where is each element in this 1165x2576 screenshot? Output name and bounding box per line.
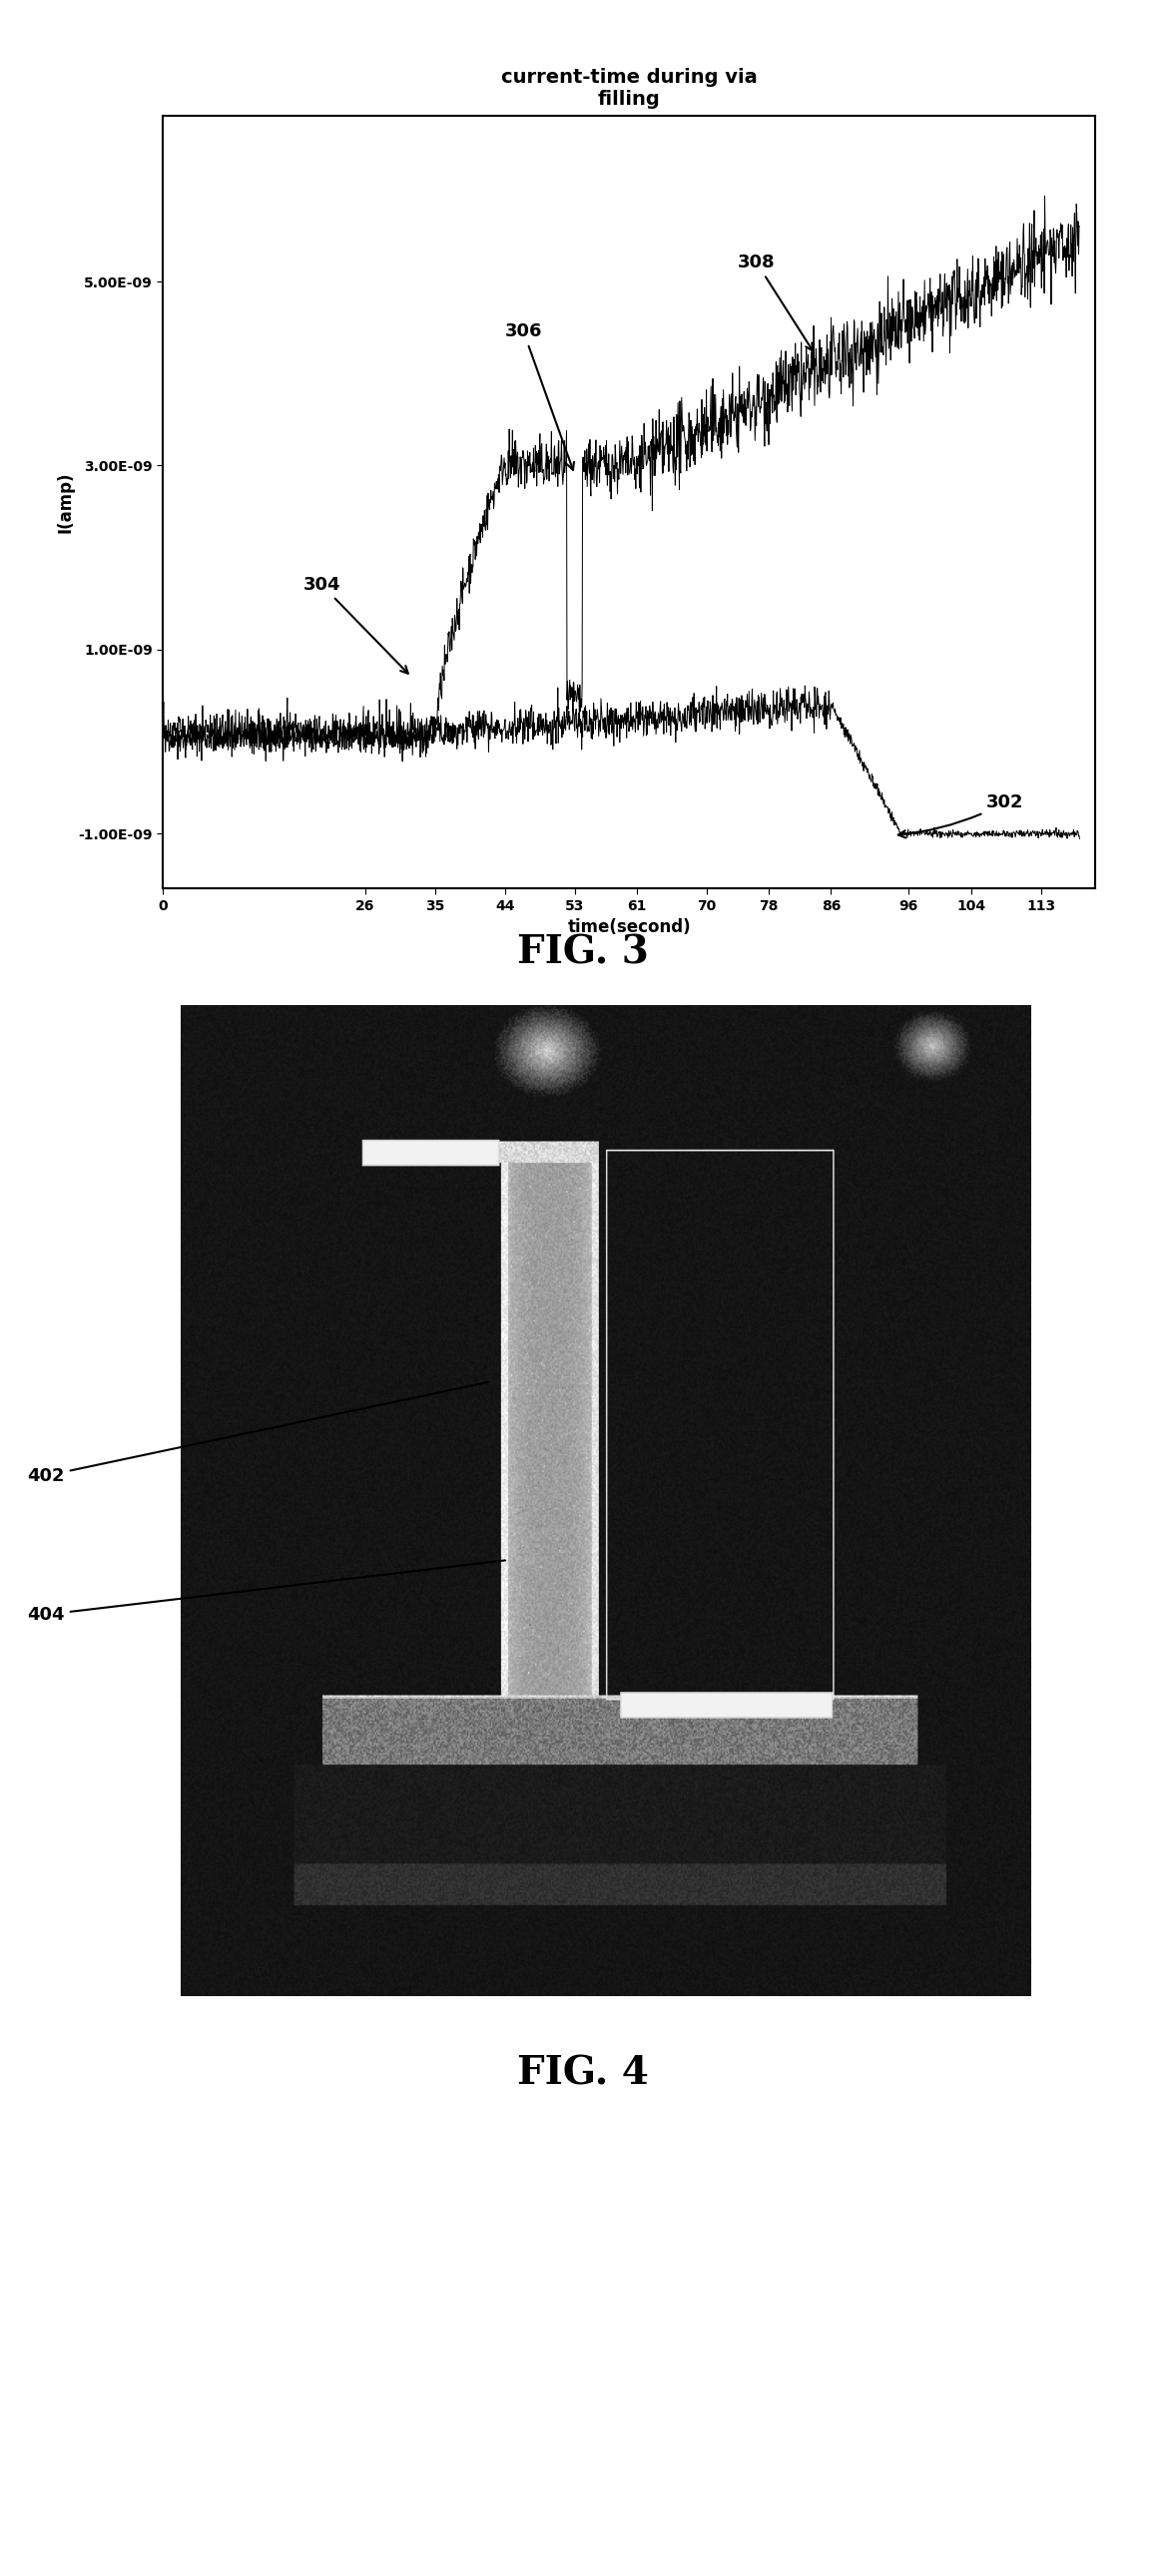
Text: 306: 306 xyxy=(504,322,574,469)
Y-axis label: I(amp): I(amp) xyxy=(56,471,75,533)
Text: 304: 304 xyxy=(303,577,408,672)
X-axis label: time(second): time(second) xyxy=(567,920,691,938)
Text: 402: 402 xyxy=(28,1383,488,1484)
Text: 302: 302 xyxy=(898,793,1024,837)
Text: FIG. 3: FIG. 3 xyxy=(516,935,649,971)
Text: FIG. 4: FIG. 4 xyxy=(516,2056,649,2092)
Text: 308: 308 xyxy=(737,255,813,350)
Text: 404: 404 xyxy=(28,1561,506,1623)
Title: current-time during via
filling: current-time during via filling xyxy=(501,67,757,108)
